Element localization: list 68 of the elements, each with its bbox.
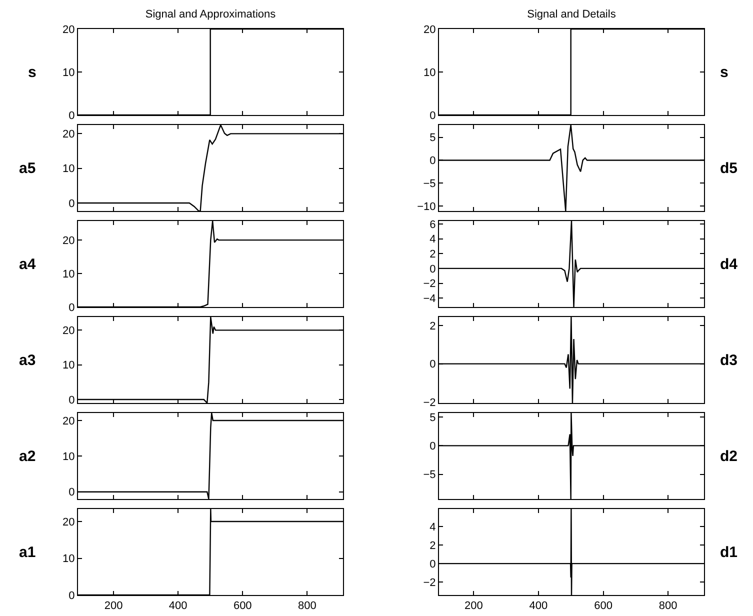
y-tick-label: 4 bbox=[430, 521, 436, 534]
y-tick-label: 10 bbox=[424, 66, 436, 79]
x-tick-label: 400 bbox=[529, 600, 548, 612]
x-tick-label: 200 bbox=[104, 600, 123, 612]
y-tick-label: 6 bbox=[430, 218, 436, 231]
y-tick-label: 20 bbox=[62, 24, 75, 36]
y-tick-label: 0 bbox=[430, 110, 436, 122]
y-axis-title: d2 bbox=[720, 448, 738, 465]
y-tick-label: 10 bbox=[62, 163, 75, 176]
y-tick-label: −5 bbox=[423, 178, 436, 190]
y-axis-title: a3 bbox=[19, 352, 36, 369]
y-tick-label: 20 bbox=[62, 516, 75, 528]
y-tick-label: 20 bbox=[62, 234, 75, 247]
y-tick-label: 0 bbox=[68, 590, 75, 602]
y-tick-label: 0 bbox=[430, 263, 436, 276]
y-tick-label: 0 bbox=[68, 394, 75, 406]
y-tick-label: 5 bbox=[430, 132, 436, 144]
y-axis-title: a2 bbox=[19, 448, 36, 465]
y-tick-label: −5 bbox=[423, 469, 436, 482]
y-tick-label: −2 bbox=[423, 576, 436, 589]
line-series bbox=[439, 317, 704, 403]
line-series bbox=[439, 509, 704, 595]
y-tick-label: 0 bbox=[430, 155, 436, 168]
y-tick-label: 0 bbox=[68, 110, 75, 122]
x-tick-label: 600 bbox=[233, 600, 252, 612]
y-tick-label: 20 bbox=[62, 128, 75, 141]
y-tick-label: 20 bbox=[62, 415, 75, 428]
y-tick-label: 0 bbox=[430, 558, 436, 570]
y-axis-title: d5 bbox=[720, 160, 738, 177]
y-axis-title: a1 bbox=[19, 544, 36, 561]
y-tick-label: 10 bbox=[62, 451, 75, 464]
y-tick-label: 5 bbox=[430, 412, 436, 424]
y-tick-label: 2 bbox=[430, 320, 436, 332]
y-tick-label: 10 bbox=[62, 553, 75, 566]
y-axis-title: d4 bbox=[720, 256, 738, 273]
y-tick-label: −2 bbox=[423, 396, 436, 409]
y-tick-label: 20 bbox=[424, 24, 436, 36]
y-tick-label: 2 bbox=[430, 540, 436, 552]
x-tick-label: 800 bbox=[298, 600, 316, 612]
x-tick-label: 800 bbox=[658, 600, 678, 612]
y-tick-label: 0 bbox=[430, 358, 436, 371]
y-tick-label: −10 bbox=[417, 200, 436, 213]
chart-title: Signal and Details bbox=[527, 8, 616, 21]
y-tick-label: 0 bbox=[68, 486, 75, 499]
y-axis-title: a5 bbox=[19, 160, 36, 177]
y-tick-label: −2 bbox=[423, 278, 436, 290]
y-tick-label: 0 bbox=[68, 198, 75, 210]
y-tick-label: 2 bbox=[430, 248, 436, 260]
y-tick-label: 10 bbox=[62, 360, 75, 372]
y-tick-label: 0 bbox=[68, 302, 75, 314]
x-tick-label: 400 bbox=[168, 600, 188, 612]
x-tick-label: 600 bbox=[594, 600, 612, 612]
y-axis-title: a4 bbox=[19, 256, 36, 273]
y-axis-title: d3 bbox=[720, 352, 738, 369]
y-axis-title: s bbox=[720, 64, 728, 81]
line-series bbox=[439, 413, 704, 499]
y-tick-label: 10 bbox=[62, 268, 75, 280]
line-series bbox=[439, 125, 704, 211]
y-tick-label: −4 bbox=[423, 292, 436, 305]
y-tick-label: 4 bbox=[430, 234, 436, 246]
line-series bbox=[439, 221, 704, 307]
chart-title: Signal and Approximations bbox=[145, 8, 276, 21]
y-axis-title: d1 bbox=[720, 544, 738, 561]
x-tick-label: 200 bbox=[464, 600, 483, 612]
y-axis-title: s bbox=[28, 64, 36, 81]
y-tick-label: 0 bbox=[430, 440, 436, 453]
y-tick-label: 10 bbox=[62, 66, 75, 79]
y-tick-label: 20 bbox=[62, 325, 75, 338]
